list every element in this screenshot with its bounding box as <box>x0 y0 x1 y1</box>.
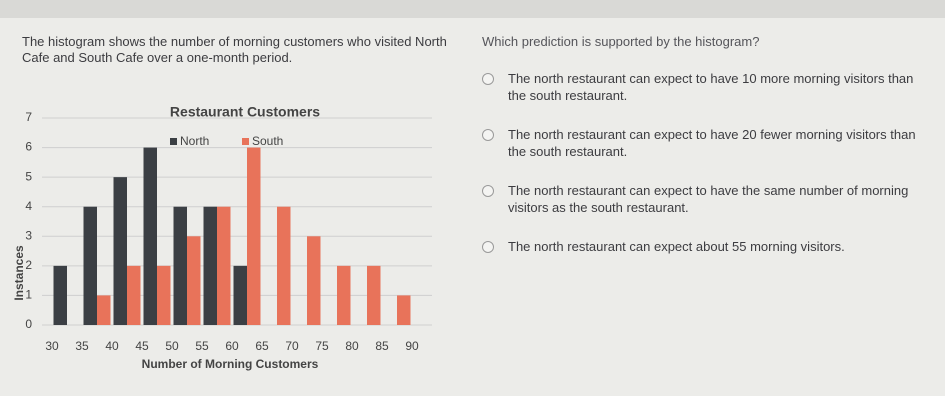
x-tick-label: 45 <box>135 339 149 353</box>
x-tick-label: 55 <box>195 339 209 353</box>
y-tick-label: 5 <box>25 169 32 183</box>
bar <box>187 236 201 325</box>
legend-label: South <box>252 134 283 148</box>
chart-title: Restaurant Customers <box>170 104 320 120</box>
legend-label: North <box>180 134 209 148</box>
y-tick-label: 0 <box>25 317 32 331</box>
bar <box>97 295 111 325</box>
x-tick-label: 75 <box>315 339 329 353</box>
bar <box>143 147 157 325</box>
y-tick-label: 4 <box>25 199 32 213</box>
y-tick-label: 1 <box>25 288 32 302</box>
bar <box>173 206 187 325</box>
radio-button[interactable] <box>482 73 494 85</box>
x-axis-label: Number of Morning Customers <box>142 357 319 371</box>
bar <box>307 236 321 325</box>
x-tick-label: 40 <box>105 339 119 353</box>
bar <box>157 265 171 325</box>
option-text: The north restaurant can expect about 55… <box>508 239 845 254</box>
x-tick-label: 85 <box>375 339 389 353</box>
answer-option: The north restaurant can expect to have … <box>482 182 922 216</box>
x-tick-label: 90 <box>405 339 419 353</box>
x-tick-label: 35 <box>75 339 89 353</box>
y-tick-label: 7 <box>25 110 32 124</box>
bar <box>83 206 97 325</box>
bar <box>217 206 231 325</box>
x-tick-label: 65 <box>255 339 269 353</box>
option-text: The north restaurant can expect to have … <box>508 127 916 159</box>
bar <box>127 265 141 325</box>
option-text: The north restaurant can expect to have … <box>508 183 909 215</box>
y-axis-label: Instances <box>12 245 26 301</box>
bar <box>367 265 381 325</box>
y-tick-label: 3 <box>25 228 32 242</box>
x-tick-label: 70 <box>285 339 299 353</box>
answer-option: The north restaurant can expect to have … <box>482 70 922 104</box>
question-stem: The histogram shows the number of mornin… <box>22 34 447 65</box>
radio-button[interactable] <box>482 185 494 197</box>
bar <box>53 265 67 325</box>
x-tick-label: 60 <box>225 339 239 353</box>
x-tick-label: 30 <box>45 339 59 353</box>
y-tick-label: 6 <box>25 140 32 154</box>
bar <box>277 206 291 325</box>
bar <box>397 295 411 325</box>
bar <box>247 147 261 325</box>
option-text: The north restaurant can expect to have … <box>508 71 914 103</box>
legend-swatch <box>242 138 249 145</box>
x-tick-label: 50 <box>165 339 179 353</box>
bar <box>203 206 217 325</box>
bar <box>233 265 247 325</box>
x-tick-label: 80 <box>345 339 359 353</box>
radio-button[interactable] <box>482 129 494 141</box>
bar <box>337 265 351 325</box>
answer-option: The north restaurant can expect about 55… <box>482 238 922 255</box>
y-tick-label: 2 <box>25 258 32 272</box>
screen: The histogram shows the number of mornin… <box>0 18 945 396</box>
radio-button[interactable] <box>482 241 494 253</box>
question-prompt: Which prediction is supported by the his… <box>482 34 760 49</box>
answer-option: The north restaurant can expect to have … <box>482 126 922 160</box>
bar <box>113 177 127 325</box>
legend-swatch <box>170 138 177 145</box>
